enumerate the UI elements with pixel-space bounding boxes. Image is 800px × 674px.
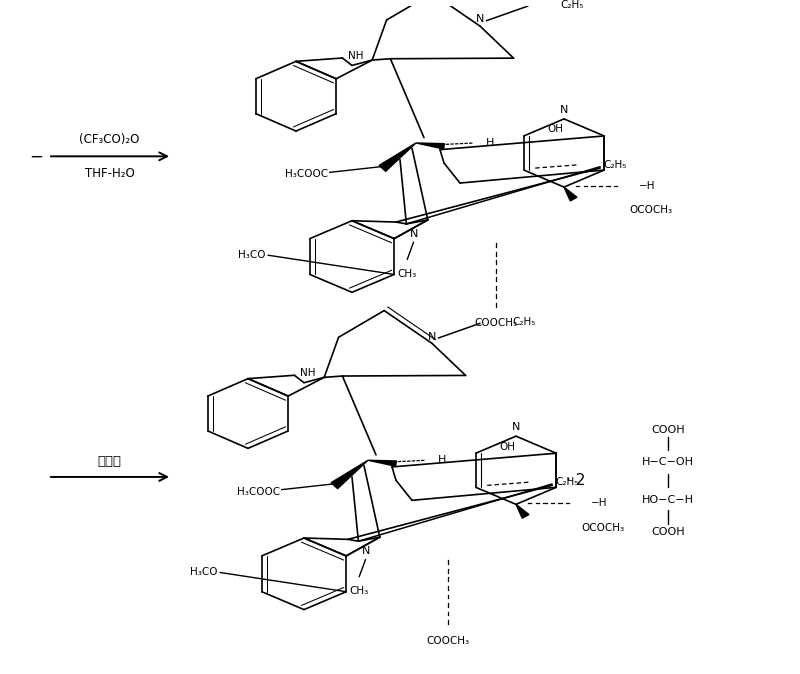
Text: N: N	[410, 229, 418, 239]
Text: COOCH₃: COOCH₃	[474, 318, 518, 328]
Text: COOH: COOH	[651, 527, 685, 537]
Text: H: H	[438, 455, 446, 465]
Text: OCOCH₃: OCOCH₃	[630, 206, 673, 216]
Text: H: H	[486, 138, 494, 148]
Text: H₃COOC: H₃COOC	[237, 487, 280, 497]
Polygon shape	[379, 143, 416, 171]
Polygon shape	[331, 460, 368, 489]
Text: −: −	[29, 148, 43, 165]
Polygon shape	[564, 187, 577, 201]
Text: THF-H₂O: THF-H₂O	[85, 166, 134, 179]
Text: C₂H₅: C₂H₅	[556, 477, 579, 487]
Text: HO−C−H: HO−C−H	[642, 495, 694, 506]
Text: 酒石酸: 酒石酸	[98, 455, 122, 468]
Text: −H: −H	[639, 181, 656, 191]
Text: H−C−OH: H−C−OH	[642, 456, 694, 466]
Text: N: N	[362, 547, 370, 556]
Text: H₃COOC: H₃COOC	[285, 169, 328, 179]
Text: C₂H₅: C₂H₅	[604, 160, 627, 170]
Text: N: N	[428, 332, 436, 342]
Text: COOH: COOH	[651, 425, 685, 435]
Text: −H: −H	[591, 498, 608, 508]
Text: N: N	[560, 104, 568, 115]
Polygon shape	[368, 460, 397, 466]
Text: CH₃: CH₃	[350, 586, 369, 596]
Text: N: N	[512, 422, 520, 432]
Text: N: N	[476, 14, 484, 24]
Text: · 2: · 2	[566, 472, 586, 488]
Polygon shape	[416, 143, 445, 149]
Text: NH: NH	[348, 51, 363, 61]
Text: CH₃: CH₃	[398, 269, 417, 279]
Text: COOCH₃: COOCH₃	[426, 636, 470, 646]
Polygon shape	[516, 504, 529, 518]
Text: H₃CO: H₃CO	[238, 250, 266, 260]
Text: OCOCH₃: OCOCH₃	[582, 523, 625, 532]
Text: C₂H₅: C₂H₅	[560, 0, 583, 9]
Text: (CF₃CO)₂O: (CF₃CO)₂O	[79, 133, 140, 146]
Text: H₃CO: H₃CO	[190, 568, 218, 578]
Text: NH: NH	[300, 369, 315, 378]
Text: OH: OH	[548, 124, 564, 134]
Text: OH: OH	[500, 441, 516, 452]
Text: C₂H₅: C₂H₅	[512, 317, 535, 327]
